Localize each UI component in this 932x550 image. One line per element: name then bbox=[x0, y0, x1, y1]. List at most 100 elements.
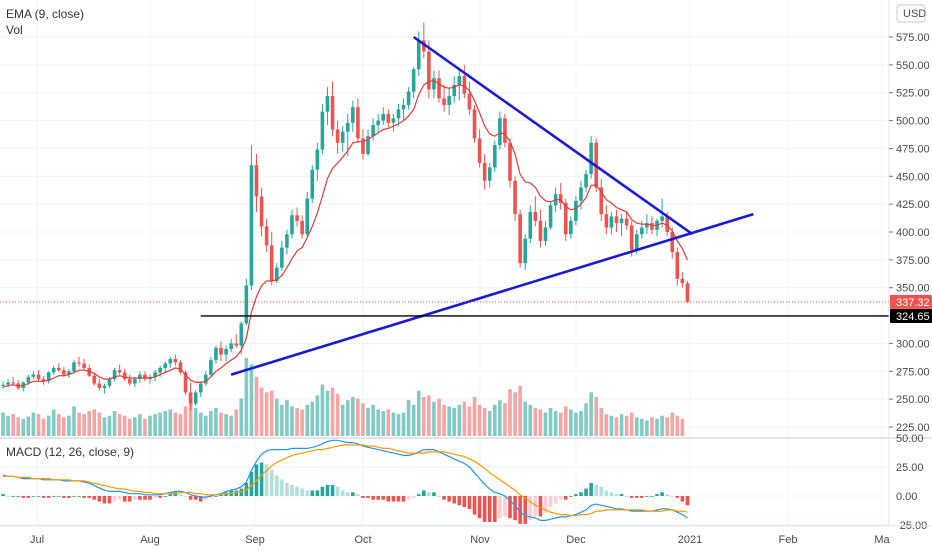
candle-body bbox=[574, 200, 578, 221]
currency-button[interactable]: USD bbox=[896, 4, 926, 23]
price-tick-label: 525.00 bbox=[896, 88, 930, 100]
volume-bar bbox=[498, 400, 502, 436]
volume-bar bbox=[204, 415, 208, 436]
volume-bar bbox=[138, 414, 142, 436]
volume-legend[interactable]: Vol bbox=[6, 23, 23, 37]
candle-body bbox=[204, 374, 208, 384]
macd-histogram-bar bbox=[153, 496, 157, 498]
macd-histogram-bar bbox=[609, 492, 614, 496]
candle-body bbox=[335, 129, 340, 143]
volume-bar bbox=[401, 412, 406, 436]
descending-trendline[interactable] bbox=[412, 35, 694, 236]
volume-bar bbox=[193, 407, 198, 436]
volume-bar bbox=[72, 406, 76, 436]
volume-bar bbox=[6, 415, 10, 436]
ema-legend[interactable]: EMA (9, close) bbox=[6, 7, 84, 21]
volume-bar bbox=[51, 409, 56, 436]
macd-histogram-bar bbox=[290, 484, 294, 496]
macd-histogram-bar bbox=[462, 496, 467, 508]
volume-bar bbox=[300, 409, 304, 436]
macd-histogram-bar bbox=[264, 464, 269, 496]
candle-body bbox=[492, 145, 497, 168]
candle-body bbox=[406, 91, 411, 105]
ascending-trendline[interactable] bbox=[230, 212, 754, 376]
candle-body bbox=[528, 211, 533, 239]
volume-bar bbox=[629, 412, 634, 436]
volume-bar bbox=[422, 397, 426, 436]
candle-body bbox=[356, 107, 360, 139]
macd-histogram-bar bbox=[518, 496, 522, 524]
macd-histogram-bar bbox=[1, 494, 5, 496]
macd-histogram-bar bbox=[447, 496, 451, 502]
price-tick-label: 550.00 bbox=[896, 60, 930, 72]
macd-histogram-bar bbox=[41, 496, 46, 498]
macd-histogram-bar bbox=[356, 494, 360, 496]
price-axis[interactable]: 575.00 550.00 525.00 500.00 475.00 450.00 425.… bbox=[889, 32, 930, 434]
volume-bar bbox=[477, 404, 482, 436]
macd-histogram-bar bbox=[16, 496, 21, 497]
volume-bar bbox=[462, 401, 467, 436]
volume-bar bbox=[188, 403, 193, 436]
macd-histogram-bar bbox=[158, 496, 162, 498]
macd-histogram-bar bbox=[102, 496, 107, 504]
volume-bar bbox=[579, 411, 583, 436]
candle-body bbox=[345, 122, 350, 132]
candle-body bbox=[234, 343, 239, 346]
candle-body bbox=[640, 227, 644, 235]
volume-bar bbox=[563, 406, 568, 436]
candle-body bbox=[584, 174, 588, 188]
macd-legend[interactable]: MACD (12, 26, close, 9) bbox=[6, 445, 134, 459]
candle-body bbox=[330, 96, 335, 130]
macd-histogram-bar bbox=[143, 496, 147, 500]
volume-bar bbox=[122, 415, 127, 436]
volume-bar bbox=[335, 393, 340, 436]
macd-histogram-bar bbox=[204, 496, 208, 500]
macd-histogram-bar bbox=[112, 496, 117, 502]
time-label: Dec bbox=[566, 534, 586, 546]
macd-tick-label: 50.00 bbox=[896, 433, 924, 445]
volume-bar bbox=[153, 414, 157, 436]
time-axis[interactable]: Jul Aug Sep Oct Nov Dec 2021 Feb Ma bbox=[0, 525, 932, 546]
volume-bar bbox=[680, 418, 685, 436]
volume-bar bbox=[634, 417, 639, 436]
candle-body bbox=[305, 198, 309, 235]
candle-body bbox=[244, 285, 249, 324]
macd-histogram-bar bbox=[589, 483, 593, 496]
macd-histogram-bar bbox=[239, 488, 244, 496]
volume-bar bbox=[492, 404, 497, 436]
macd-histogram-bar bbox=[432, 492, 436, 496]
candle-body bbox=[366, 136, 370, 154]
candle-body bbox=[168, 359, 173, 364]
macd-histogram-bar bbox=[604, 490, 609, 496]
volume-bar bbox=[269, 390, 274, 436]
volume-bar bbox=[411, 404, 416, 436]
support-price-tag: 324.65 bbox=[890, 308, 932, 323]
candle-body bbox=[188, 392, 193, 404]
volume-bar bbox=[36, 414, 41, 436]
macd-histogram-bar bbox=[508, 496, 512, 519]
volume-bar bbox=[92, 409, 97, 436]
macd-histogram-bar bbox=[569, 496, 573, 497]
macd-histogram-bar bbox=[6, 496, 10, 497]
macd-histogram-bar bbox=[599, 486, 604, 496]
macd-histogram-bar bbox=[62, 496, 66, 498]
volume-bar bbox=[178, 414, 183, 436]
macd-histogram-bar bbox=[553, 496, 558, 504]
candle-body bbox=[315, 149, 320, 170]
candle-body bbox=[477, 138, 482, 163]
volume-bar bbox=[148, 415, 152, 436]
candle-body bbox=[650, 223, 654, 230]
macd-histogram-bar bbox=[594, 484, 598, 496]
price-tick-label: 400.00 bbox=[896, 227, 930, 239]
macd-histogram-bar bbox=[371, 496, 375, 500]
macd-histogram-bar bbox=[386, 496, 391, 502]
volume-bar bbox=[538, 409, 543, 436]
candle-body bbox=[249, 165, 254, 286]
volume-bar bbox=[609, 415, 614, 436]
volume-bar bbox=[285, 400, 289, 436]
macd-tick-label: 25.00 bbox=[896, 462, 924, 474]
candle-body bbox=[619, 218, 624, 224]
volume-bar bbox=[457, 404, 462, 436]
